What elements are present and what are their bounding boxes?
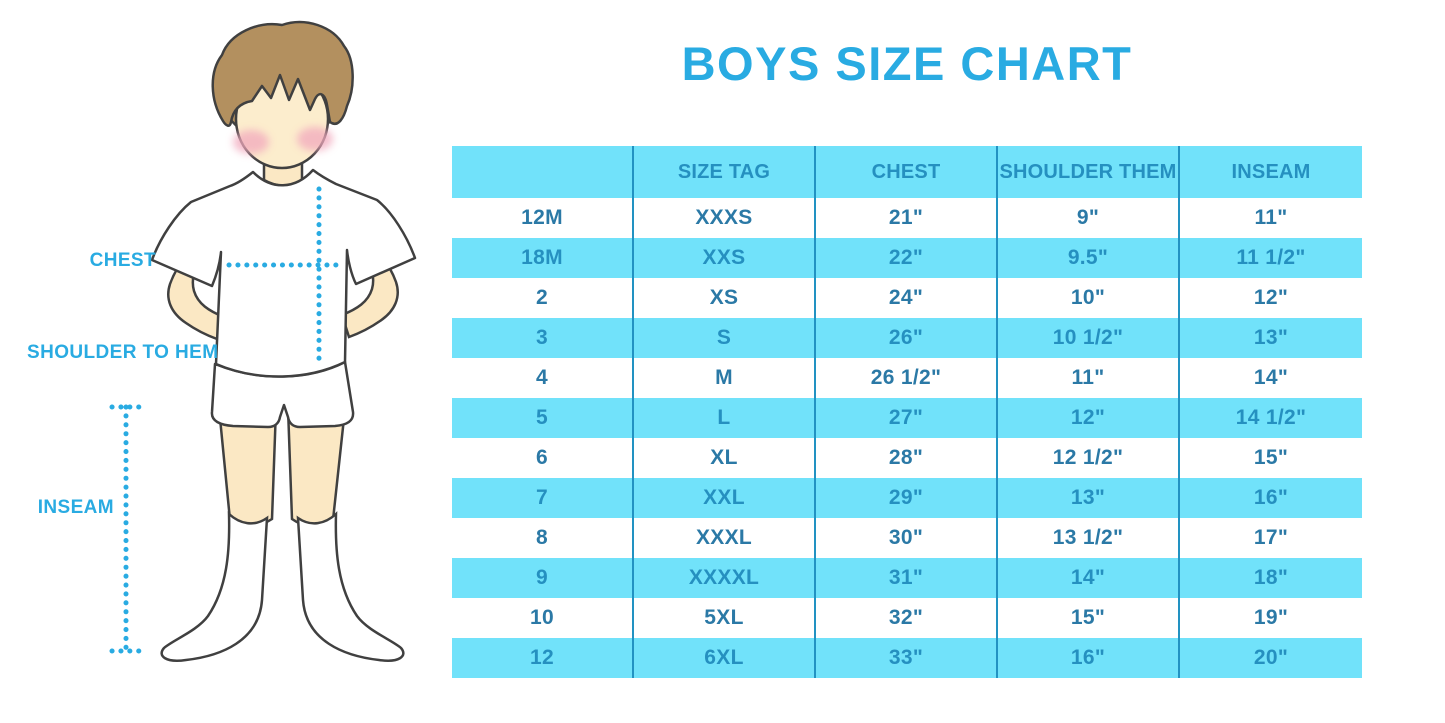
table-row: 2 XS 24" 10" 12" bbox=[452, 278, 1362, 318]
inseam-cell: 11 1/2" bbox=[1236, 246, 1306, 269]
shoulder-hem-cell: 11" bbox=[998, 358, 1180, 398]
size-tag-cell: 5XL bbox=[634, 598, 816, 638]
header-cell-inseam: INSEAM bbox=[1231, 160, 1311, 183]
chest-cell: 24" bbox=[816, 278, 998, 318]
inseam-cell: 14" bbox=[1253, 366, 1289, 389]
shoulder-hem-cell: 12 1/2" bbox=[998, 438, 1180, 478]
table-row: 8 XXXL 30" 13 1/2" 17" bbox=[452, 518, 1362, 558]
size-tag-cell: XL bbox=[634, 438, 816, 478]
size-cell: 3 bbox=[452, 318, 634, 358]
header-cell-size-tag: SIZE TAG bbox=[634, 146, 816, 198]
inseam-cell: 18" bbox=[1253, 566, 1289, 589]
left-cheek-blush bbox=[233, 130, 269, 154]
size-cell: 12 bbox=[452, 638, 634, 678]
shoulder-hem-cell: 13" bbox=[998, 478, 1180, 518]
inseam-cell: 16" bbox=[1253, 486, 1289, 509]
size-cell: 7 bbox=[452, 478, 634, 518]
table-row: 3 S 26" 10 1/2" 13" bbox=[452, 318, 1362, 358]
chest-cell: 26 1/2" bbox=[816, 358, 998, 398]
shoulder-hem-cell: 14" bbox=[998, 558, 1180, 598]
inseam-measure-label: INSEAM bbox=[37, 497, 114, 518]
hair-fringe-shape bbox=[211, 20, 354, 127]
inseam-cell: 20" bbox=[1253, 646, 1289, 669]
size-cell: 18M bbox=[452, 238, 634, 278]
header-cell-shoulder-hem: SHOULDER THEM bbox=[998, 146, 1180, 198]
size-cell: 4 bbox=[452, 358, 634, 398]
size-tag-cell: XXXL bbox=[634, 518, 816, 558]
chest-cell: 21" bbox=[816, 198, 998, 238]
page-title: BOYS SIZE CHART bbox=[681, 37, 1133, 90]
size-tag-cell: S bbox=[634, 318, 816, 358]
shoulder-hem-cell: 9" bbox=[998, 198, 1180, 238]
size-cell: 6 bbox=[452, 438, 634, 478]
size-tag-cell: 6XL bbox=[634, 638, 816, 678]
shoulder-hem-cell: 10" bbox=[998, 278, 1180, 318]
chest-cell: 27" bbox=[816, 398, 998, 438]
size-tag-cell: XS bbox=[634, 278, 816, 318]
size-tag-cell: M bbox=[634, 358, 816, 398]
shoulder-hem-cell: 9.5" bbox=[998, 238, 1180, 278]
left-sock-shape bbox=[160, 511, 269, 662]
shoulder-to-hem-measure-label: SHOULDER TO HEM bbox=[27, 342, 219, 363]
shoulder-hem-cell: 13 1/2" bbox=[998, 518, 1180, 558]
inseam-cell: 15" bbox=[1253, 446, 1289, 469]
tshirt-shape bbox=[150, 168, 417, 378]
right-sock-shape bbox=[296, 511, 405, 662]
size-tag-cell: XXXXL bbox=[634, 558, 816, 598]
header-cell-blank bbox=[452, 146, 634, 198]
inseam-cell: 14 1/2" bbox=[1235, 406, 1307, 429]
inseam-cell: 13" bbox=[1253, 326, 1289, 349]
chest-cell: 33" bbox=[816, 638, 998, 678]
chest-cell: 30" bbox=[816, 518, 998, 558]
chest-cell: 22" bbox=[816, 238, 998, 278]
chest-cell: 31" bbox=[816, 558, 998, 598]
header-cell-chest: CHEST bbox=[816, 146, 998, 198]
size-cell: 9 bbox=[452, 558, 634, 598]
size-cell: 10 bbox=[452, 598, 634, 638]
size-cell: 5 bbox=[452, 398, 634, 438]
table-row: 6 XL 28" 12 1/2" 15" bbox=[452, 438, 1362, 478]
table-row: 9 XXXXL 31" 14" 18" bbox=[452, 558, 1362, 598]
size-cell: 12M bbox=[452, 198, 634, 238]
chest-cell: 32" bbox=[816, 598, 998, 638]
chest-cell: 29" bbox=[816, 478, 998, 518]
table-row: 10 5XL 32" 15" 19" bbox=[452, 598, 1362, 638]
right-cheek-blush bbox=[297, 127, 333, 151]
shoulder-hem-cell: 16" bbox=[998, 638, 1180, 678]
table-row: 5 L 27" 12" 14 1/2" bbox=[452, 398, 1362, 438]
inseam-cell: 11" bbox=[1254, 206, 1288, 229]
boy-measurement-illustration bbox=[109, 20, 417, 662]
shoulder-hem-cell: 15" bbox=[998, 598, 1180, 638]
chest-measure-label: CHEST bbox=[89, 250, 156, 271]
inseam-cell: 17" bbox=[1253, 526, 1289, 549]
table-row: 7 XXL 29" 13" 16" bbox=[452, 478, 1362, 518]
table-row: 4 M 26 1/2" 11" 14" bbox=[452, 358, 1362, 398]
table-row: 12M XXXS 21" 9" 11" bbox=[452, 198, 1362, 238]
size-tag-cell: XXS bbox=[634, 238, 816, 278]
chest-cell: 26" bbox=[816, 318, 998, 358]
shoulder-hem-cell: 10 1/2" bbox=[998, 318, 1180, 358]
size-tag-cell: L bbox=[634, 398, 816, 438]
table-header-row: SIZE TAG CHEST SHOULDER THEM INSEAM bbox=[452, 146, 1362, 198]
size-tag-cell: XXXS bbox=[634, 198, 816, 238]
table-row: 18M XXS 22" 9.5" 11 1/2" bbox=[452, 238, 1362, 278]
size-cell: 2 bbox=[452, 278, 634, 318]
inseam-cell: 19" bbox=[1253, 606, 1289, 629]
size-cell: 8 bbox=[452, 518, 634, 558]
shoulder-hem-cell: 12" bbox=[998, 398, 1180, 438]
boys-size-table: SIZE TAG CHEST SHOULDER THEM INSEAM 12M … bbox=[452, 146, 1362, 678]
size-tag-cell: XXL bbox=[634, 478, 816, 518]
table-row: 12 6XL 33" 16" 20" bbox=[452, 638, 1362, 678]
chest-cell: 28" bbox=[816, 438, 998, 478]
inseam-cell: 12" bbox=[1253, 286, 1289, 309]
